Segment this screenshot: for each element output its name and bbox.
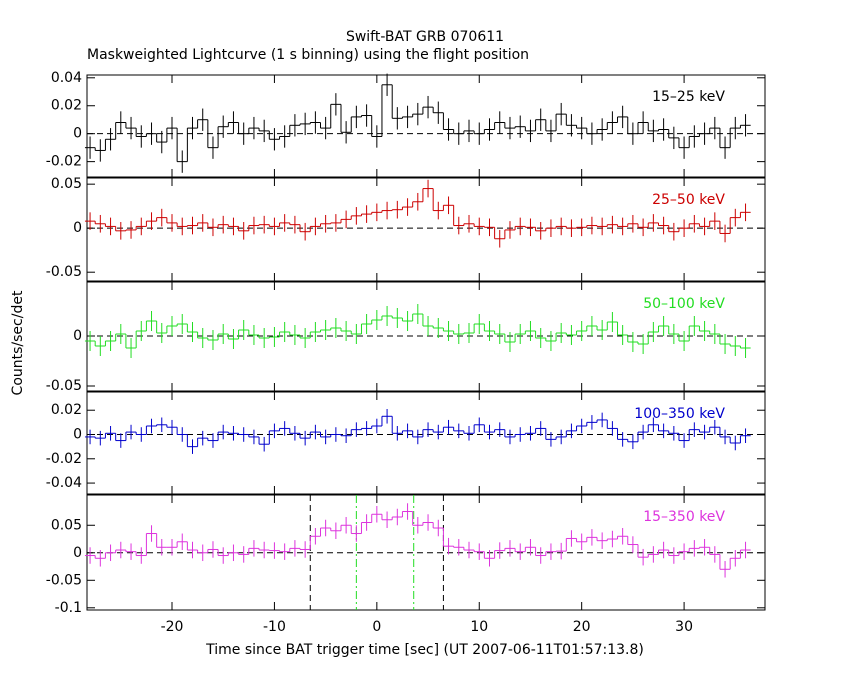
panel-frame: [86, 74, 766, 178]
x-tick-label: 10: [470, 619, 488, 635]
legend-label: 100–350 keV: [634, 406, 725, 422]
y-tick-label: 0: [73, 126, 82, 142]
y-tick-label: -0.02: [46, 451, 82, 467]
y-tick-label: -0.05: [46, 572, 82, 588]
x-tick-label: 0: [372, 619, 381, 635]
y-tick-label: 0: [73, 427, 82, 443]
y-tick-label: 0.02: [51, 402, 82, 418]
chart-title: Swift-BAT GRB 070611: [346, 29, 504, 45]
panel-frame: [86, 177, 766, 282]
y-tick-label: -0.02: [46, 154, 82, 170]
y-tick-label: -0.05: [46, 264, 82, 280]
legend-label: 50–100 keV: [643, 296, 725, 312]
y-tick-label: -0.04: [46, 475, 82, 491]
y-axis-label: Counts/sec/det: [10, 290, 26, 395]
y-tick-label: 0.05: [51, 176, 82, 192]
legend-label: 25–50 keV: [652, 192, 725, 208]
legend-label: 15–25 keV: [652, 89, 725, 105]
panel-frame: [86, 391, 766, 495]
x-tick-label: 20: [573, 619, 591, 635]
x-tick-label: 30: [675, 619, 693, 635]
y-tick-label: -0.05: [46, 378, 82, 394]
chart-subtitle: Maskweighted Lightcurve (1 s binning) us…: [87, 47, 529, 63]
x-tick-label: -10: [263, 619, 286, 635]
y-tick-label: 0: [73, 220, 82, 236]
x-tick-label: -20: [161, 619, 184, 635]
y-tick-label: -0.1: [55, 600, 82, 616]
y-tick-label: 0.04: [51, 70, 82, 86]
y-tick-label: 0: [73, 328, 82, 344]
x-axis-label: Time since BAT trigger time [sec] (UT 20…: [205, 642, 644, 658]
y-tick-label: 0: [73, 545, 82, 561]
y-tick-label: 0.02: [51, 98, 82, 114]
y-tick-label: 0.05: [51, 517, 82, 533]
legend-label: 15–350 keV: [643, 509, 725, 525]
